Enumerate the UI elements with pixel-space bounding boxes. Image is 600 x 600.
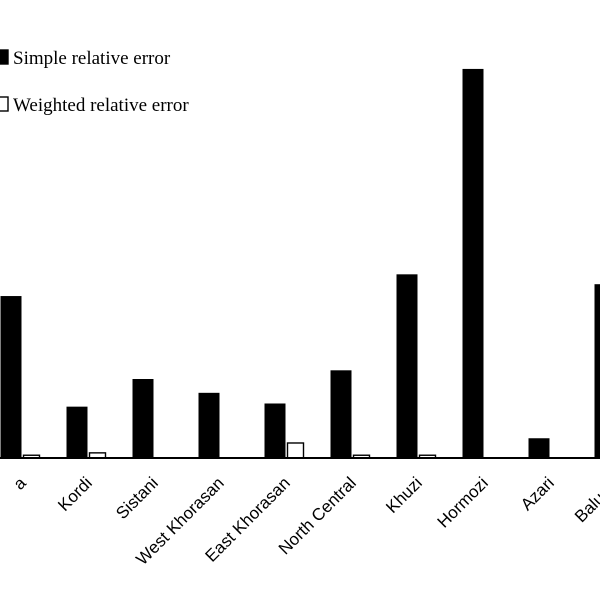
x-tick-label-0: a [10,473,31,494]
x-tick-label-6: Khuzi [382,473,426,517]
x-tick-label-2: Sistani [112,473,162,523]
x-tick-label-9: Baluchi [571,473,600,526]
bar-simple-0 [0,296,22,458]
legend: Simple relative error Weighted relative … [0,48,189,116]
bar-simple-3 [198,392,220,458]
bar-simple-4 [264,403,286,458]
bar-simple-5 [330,370,352,458]
legend-swatch-weighted [0,96,9,112]
bar-simple-8 [528,438,550,458]
bar-weighted-4 [286,442,305,459]
bar-simple-6 [396,274,418,458]
bars-group [0,68,600,459]
legend-label-simple: Simple relative error [13,48,171,69]
bar-simple-9 [594,284,600,458]
legend-item-simple: Simple relative error [0,48,171,69]
x-tick-label-7: Hormozi [434,473,492,531]
legend-swatch-simple [0,49,9,65]
legend-item-weighted: Weighted relative error [0,95,189,116]
bar-simple-1 [66,406,88,458]
legend-label-weighted: Weighted relative error [13,95,189,116]
bar-simple-2 [132,379,154,458]
x-tick-label-1: Kordi [54,473,95,514]
x-tick-label-8: Azari [517,473,558,514]
bar-simple-7 [462,68,484,459]
